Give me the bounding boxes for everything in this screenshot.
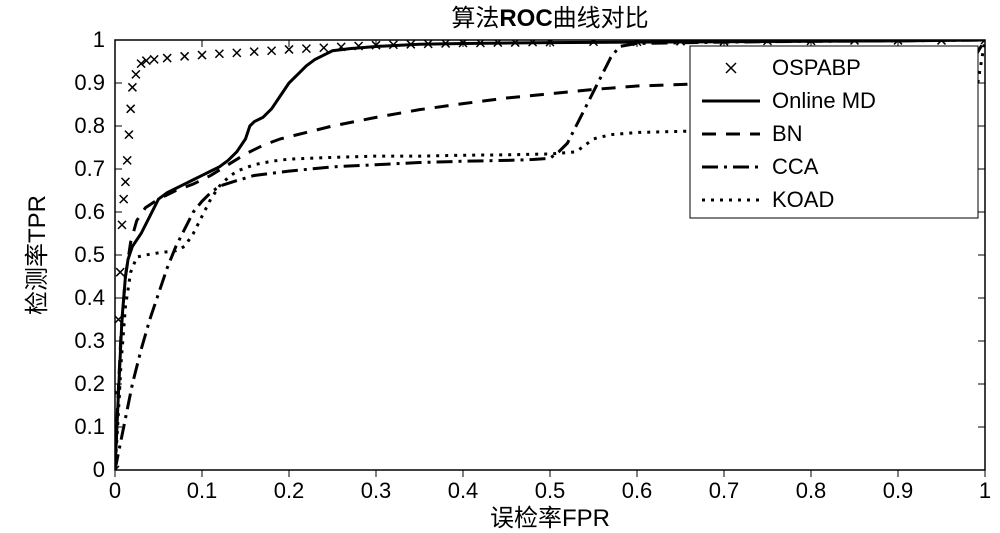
x-tick-label: 0 (109, 478, 121, 503)
x-tick-label: 0.4 (448, 478, 479, 503)
y-tick-label: 0.5 (74, 242, 105, 267)
roc-chart-container: 0 0.1 0.2 0.3 0.4 0.5 0.6 0.7 0.8 0.9 1 0 0.1 0.2 0.3 0… (0, 0, 1000, 533)
x-tick-label: 0.7 (709, 478, 740, 503)
x-tick-label: 0.3 (361, 478, 392, 503)
y-tick-label: 0.1 (74, 414, 105, 439)
x-tick-label: 0.1 (187, 478, 218, 503)
y-tick-label: 0.3 (74, 328, 105, 353)
y-tick-label: 1 (93, 27, 105, 52)
legend-label: BN (772, 121, 803, 146)
y-tick-label: 0.6 (74, 199, 105, 224)
x-tick-label: 0.5 (535, 478, 566, 503)
y-tick-label: 0.8 (74, 113, 105, 138)
title-part-2: ROC (499, 5, 552, 32)
y-axis-label: 检测率TPR (24, 195, 51, 315)
y-tick-label: 0.7 (74, 156, 105, 181)
title-part-3: 曲线对比 (553, 5, 649, 32)
x-tick-label: 0.6 (622, 478, 653, 503)
chart-title: 算法ROC曲线对比 (451, 5, 648, 32)
legend-label: OSPABP (772, 55, 861, 80)
y-tick-label: 0.4 (74, 285, 105, 310)
roc-chart-svg: 0 0.1 0.2 0.3 0.4 0.5 0.6 0.7 0.8 0.9 1 0 0.1 0.2 0.3 0… (0, 0, 1000, 533)
legend-label: Online MD (772, 88, 876, 113)
y-tick-label: 0 (93, 457, 105, 482)
y-tick-label: 0.9 (74, 70, 105, 95)
x-tick-label: 1 (979, 478, 991, 503)
x-axis-label: 误检率FPR (490, 505, 610, 532)
x-tick-label: 0.2 (274, 478, 305, 503)
legend-label: KOAD (772, 187, 834, 212)
x-tick-label: 0.8 (796, 478, 827, 503)
legend-label: CCA (772, 154, 819, 179)
x-tick-label: 0.9 (883, 478, 914, 503)
title-part-1: 算法 (451, 5, 499, 32)
y-tick-label: 0.2 (74, 371, 105, 396)
